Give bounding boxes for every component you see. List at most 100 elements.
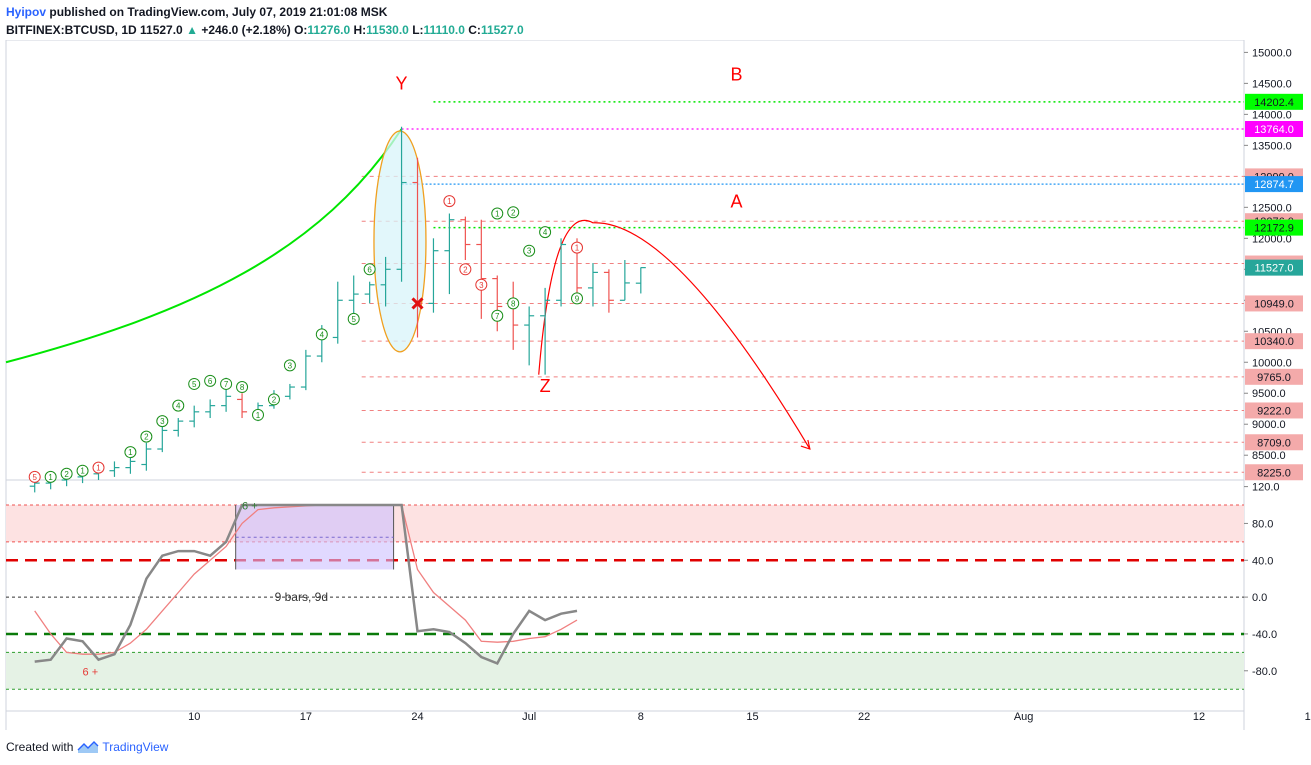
td-count-marker [347, 312, 360, 325]
td-count-label: 2 [144, 433, 149, 442]
td-count-label: 4 [543, 228, 548, 237]
price-tag [1245, 176, 1303, 193]
tradingview-logo-icon[interactable] [77, 740, 99, 754]
td-count-marker [140, 430, 153, 443]
td-count-marker [252, 408, 265, 421]
td-count-marker [507, 297, 520, 310]
td-count-label: 1 [575, 244, 580, 253]
price-tag-label: 9222.0 [1257, 405, 1291, 417]
chart-frame [5, 40, 1245, 730]
price-tag [1245, 434, 1303, 451]
y-tick-label: 14500.0 [1252, 78, 1292, 90]
y-tick-label: 13500.0 [1252, 140, 1292, 152]
td-count-marker [92, 461, 105, 474]
arrow-head-icon [800, 439, 811, 450]
price-tag [1245, 295, 1303, 312]
price-tag-label: 12874.7 [1254, 179, 1294, 191]
price-tag [1245, 259, 1303, 276]
publish-info: Hyipov published on TradingView.com, Jul… [6, 5, 387, 19]
td-count-label: 3 [479, 281, 484, 290]
td-count-label: 6 [367, 265, 372, 274]
price-tag [1245, 333, 1303, 350]
cross-marker-icon [411, 297, 424, 310]
osc-marker-label: 6 + [83, 666, 99, 678]
osc-main-line [34, 503, 578, 665]
range-label: 9 bars, 9d [275, 590, 328, 604]
td-count-label: 2 [463, 265, 468, 274]
td-count-marker [443, 195, 456, 208]
price-tag-label: 9765.0 [1257, 372, 1291, 384]
x-tick-label: Jul [522, 711, 536, 723]
td-count-label: 3 [160, 417, 165, 426]
price-tag [1245, 93, 1303, 110]
td-count-label: 4 [320, 330, 325, 339]
overbought-zone [6, 505, 1244, 542]
td-count-label: 7 [224, 380, 229, 389]
author-name[interactable]: Hyipov [6, 5, 47, 19]
td-count-marker [491, 309, 504, 322]
price-tag-label: 10340.0 [1254, 336, 1294, 348]
td-count-label: 8 [240, 383, 245, 392]
osc-tick-label: 120.0 [1252, 482, 1280, 494]
y-tick-label: 14000.0 [1252, 109, 1292, 121]
td-count-marker [60, 467, 73, 480]
low-value: 11110.0 [423, 23, 465, 37]
y-tick-label: 9500.0 [1252, 388, 1286, 400]
td-count-label: 7 [495, 312, 500, 321]
open-value: 11276.0 [307, 23, 351, 37]
price-change: +246.0 (+2.18%) [201, 23, 291, 37]
td-count-marker [539, 226, 552, 239]
td-count-marker [267, 393, 280, 406]
td-count-label: 6 [208, 377, 213, 386]
x-tick-label: 12 [1193, 711, 1205, 723]
td-count-marker [475, 278, 488, 291]
osc-tick-label: 40.0 [1252, 555, 1273, 567]
y-tick-label: 10000.0 [1252, 357, 1292, 369]
td-count-label: 2 [511, 208, 516, 217]
osc-tick-label: -80.0 [1252, 666, 1277, 678]
low-label: L: [412, 23, 424, 37]
price-tag-label: 8709.0 [1257, 437, 1291, 449]
td-count-marker [571, 292, 584, 305]
osc-tick-label: -40.0 [1252, 629, 1277, 641]
footer: Created with TradingView [6, 740, 168, 754]
td-count-marker [188, 377, 201, 390]
osc-tick-label: 80.0 [1252, 518, 1273, 530]
projection-arc [538, 219, 811, 450]
td-count-marker [283, 359, 296, 372]
price-tag [1245, 120, 1303, 137]
tradingview-brand[interactable]: TradingView [102, 740, 169, 754]
price-tag [1245, 368, 1303, 385]
price-tag-label: 12172.9 [1254, 223, 1294, 235]
td-count-label: 5 [351, 315, 356, 324]
td-count-label: 5 [32, 473, 37, 482]
x-tick-label: 10 [188, 711, 200, 723]
x-tick-label: 17 [300, 711, 312, 723]
td-count-marker [220, 377, 233, 390]
price-tag [1245, 402, 1303, 419]
td-count-label: 1 [128, 448, 133, 457]
x-tick-label: 15 [746, 711, 758, 723]
close-value: 11527.0 [480, 23, 524, 37]
trend-curve [5, 128, 403, 364]
td-count-label: 1 [495, 210, 500, 219]
last-price: 11527.0 [140, 23, 183, 37]
td-count-marker [491, 207, 504, 220]
price-tag-label: 14202.4 [1254, 97, 1294, 109]
y-tick-label: 8500.0 [1252, 450, 1286, 462]
symbol-name: BITFINEX:BTCUSD, 1D [6, 23, 137, 37]
td-count-label: 1 [447, 197, 452, 206]
td-count-marker [459, 263, 472, 276]
wave-label: Y [396, 74, 408, 94]
td-count-label: 8 [511, 299, 516, 308]
td-count-label: 1 [80, 467, 85, 476]
osc-marker-label: 6 + [242, 501, 258, 513]
close-label: C: [468, 23, 481, 37]
high-label: H: [353, 23, 367, 37]
td-count-label: 1 [256, 411, 261, 420]
x-tick-label: Aug [1014, 711, 1034, 723]
wave-label: Z [540, 376, 551, 396]
td-count-label: 5 [192, 380, 197, 389]
price-tag [1245, 464, 1303, 481]
